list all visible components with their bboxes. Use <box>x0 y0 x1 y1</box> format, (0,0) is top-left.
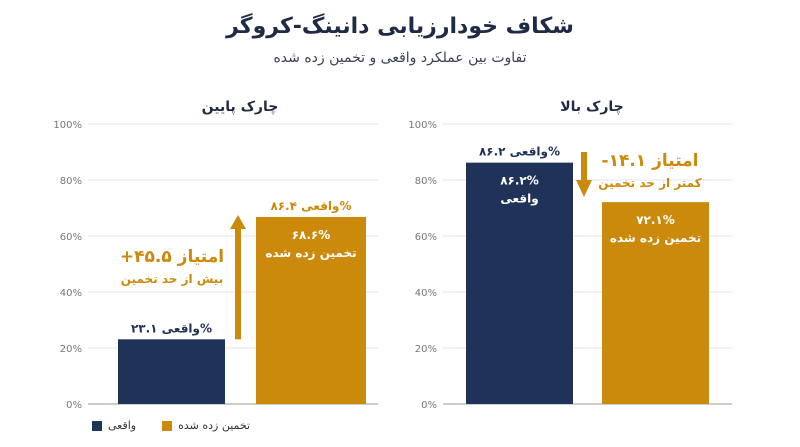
y-tick-label-top-quartile-1: 20% <box>415 344 437 355</box>
y-tick-label-bottom-quartile-1: 20% <box>60 344 82 355</box>
bar-top-label-bottom-quartile-actual: واقعی ۲۳.۱% <box>131 321 212 336</box>
bar-bottom-quartile-estimated <box>256 216 366 404</box>
bar-top-quartile-estimated <box>602 202 709 404</box>
bar-value-label-bottom-quartile-estimated: ۶۸.۶% <box>292 228 331 242</box>
bar-value-label-top-quartile-actual: ۸۶.۲% <box>500 174 539 188</box>
bar-top-label-bottom-quartile-estimated: واقعی ۸۶.۴% <box>270 199 351 214</box>
legend: واقعی تخمین زده شده <box>92 419 250 432</box>
gap-annotation-headline-bottom-quartile: +۴۵.۵ امتیاز <box>120 247 224 267</box>
gap-arrow-shaft-top-quartile <box>581 152 587 182</box>
y-tick-label-top-quartile-2: 40% <box>415 288 437 299</box>
bar-series-label-top-quartile-estimated: تخمین زده شده <box>610 231 701 245</box>
bar-series-label-top-quartile-actual: واقعی <box>500 192 538 207</box>
y-tick-label-bottom-quartile-5: 100% <box>53 120 82 131</box>
bar-bottom-quartile-actual <box>118 339 225 404</box>
bar-top-quartile-actual <box>466 162 573 404</box>
gap-arrow-head-bottom-quartile <box>230 214 246 229</box>
gap-arrow-shaft-bottom-quartile <box>235 226 241 340</box>
chart-subtitle: تفاوت بین عملکرد واقعی و تخمین زده شده <box>273 50 527 66</box>
bar-top-label-top-quartile-actual: واقعی ۸۶.۲% <box>479 145 560 160</box>
legend-label-estimated: تخمین زده شده <box>178 419 251 432</box>
y-tick-label-bottom-quartile-2: 40% <box>60 288 82 299</box>
legend-label-actual: واقعی <box>108 419 137 432</box>
gap-arrow-head-top-quartile <box>576 180 592 197</box>
gap-annotation-detail-top-quartile: کمتر از حد تخمین <box>598 176 701 190</box>
y-tick-label-top-quartile-0: 0% <box>421 400 437 411</box>
panel-title-top-quartile: چارک بالا <box>560 99 624 115</box>
y-tick-label-top-quartile-3: 60% <box>415 232 437 243</box>
y-tick-label-top-quartile-4: 80% <box>415 176 437 187</box>
legend-swatch-estimated <box>162 420 173 431</box>
y-tick-label-bottom-quartile-4: 80% <box>60 176 82 187</box>
bar-value-label-top-quartile-estimated: ۷۲.۱% <box>636 213 675 227</box>
y-tick-label-bottom-quartile-3: 60% <box>60 232 82 243</box>
chart-title: شکاف خودارزیابی دانینگ-کروگر <box>226 14 574 39</box>
y-tick-label-top-quartile-5: 100% <box>408 120 437 131</box>
legend-item-estimated: تخمین زده شده <box>162 419 250 432</box>
y-tick-label-bottom-quartile-0: 0% <box>66 400 82 411</box>
panel-title-bottom-quartile: چارک پایین <box>202 99 279 115</box>
gap-annotation-detail-bottom-quartile: بیش از حد تخمین <box>121 272 223 286</box>
gap-annotation-headline-top-quartile: -۱۴.۱ امتیاز <box>602 151 699 171</box>
legend-item-actual: واقعی <box>92 419 136 432</box>
legend-swatch-actual <box>92 420 102 431</box>
bar-series-label-bottom-quartile-estimated: تخمین زده شده <box>265 246 356 260</box>
